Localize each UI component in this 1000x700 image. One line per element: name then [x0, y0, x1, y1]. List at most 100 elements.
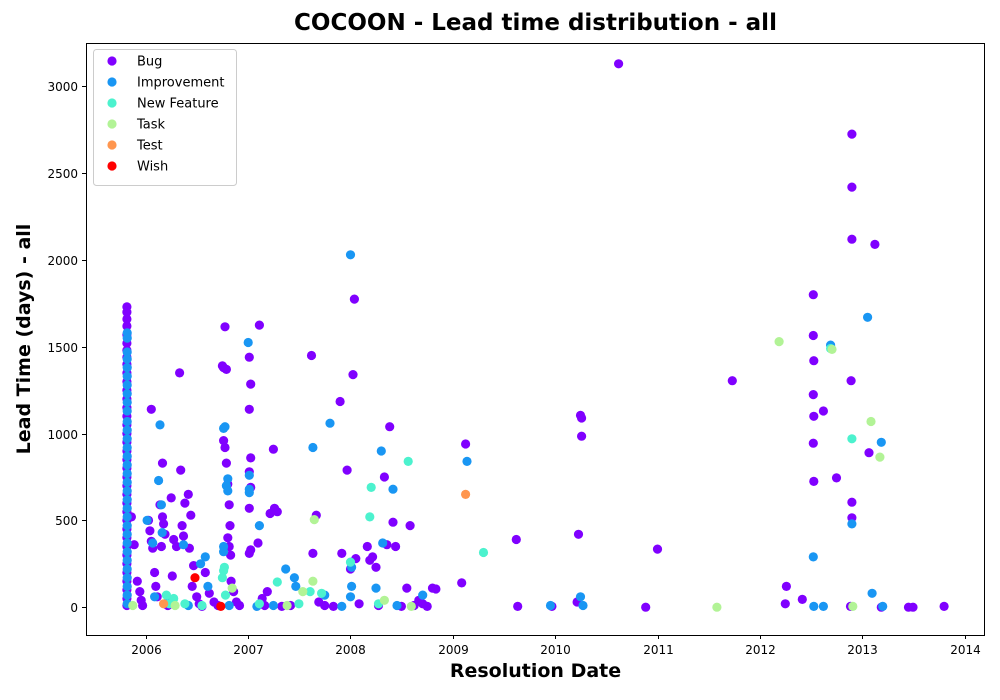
point-improvement [122, 590, 132, 600]
point-bug [166, 493, 176, 503]
point-task [379, 595, 389, 605]
point-improvement [122, 442, 132, 453]
point-bug [847, 129, 857, 139]
x-tick-label: 2013 [847, 643, 878, 657]
point-bug [225, 521, 235, 531]
point-improvement [345, 592, 356, 602]
point-improvement [122, 371, 132, 381]
point-improvement [122, 460, 132, 470]
point-improvement [876, 437, 886, 447]
point-bug [402, 583, 412, 593]
point-bug [223, 533, 233, 543]
point-bug [652, 544, 663, 554]
point-bug [846, 376, 856, 386]
point-bug [847, 234, 857, 244]
chart-title: COCOON - Lead time distribution - all [294, 10, 777, 36]
point-bug [183, 489, 193, 499]
point-improvement [392, 600, 402, 611]
point-improvement [223, 474, 233, 484]
point-bug [244, 503, 254, 513]
point-task [875, 452, 885, 462]
legend-marker-test [107, 140, 117, 150]
point-task [866, 416, 876, 427]
point-bug [727, 376, 737, 386]
x-tick-label: 2010 [540, 643, 571, 657]
point-test [159, 599, 169, 609]
point-bug [157, 458, 168, 468]
point-bug [371, 562, 381, 572]
point-improvement [122, 416, 132, 427]
point-bug [809, 356, 819, 366]
point-improvement [122, 486, 132, 496]
point-bug [171, 541, 182, 552]
point-bug [847, 497, 857, 507]
x-axis-ticks: 2006 2007 2008 2009 2010 2011 2012 2013 2014 [131, 635, 981, 657]
point-task [309, 515, 319, 525]
legend-label-bug: Bug [137, 55, 162, 70]
point-bug [220, 442, 230, 453]
legend-marker-new-feature [107, 98, 117, 108]
point-bug [809, 411, 819, 421]
point-bug [797, 594, 807, 605]
point-bug [187, 581, 197, 592]
point-bug [870, 239, 880, 249]
point-improvement [122, 503, 132, 513]
point-bug [129, 540, 139, 550]
point-wish [216, 601, 226, 612]
point-improvement [122, 363, 132, 373]
point-bug [224, 500, 234, 510]
legend-marker-bug [107, 56, 117, 66]
point-new-feature [478, 547, 489, 558]
point-improvement [545, 600, 556, 611]
point-bug [335, 396, 345, 407]
point-improvement [388, 484, 398, 494]
point-new-feature [305, 587, 315, 597]
point-improvement [122, 347, 132, 357]
point-bug [135, 587, 145, 597]
point-bug [151, 581, 161, 592]
point-bug [138, 600, 148, 611]
y-tick-label: 2500 [47, 167, 78, 181]
point-new-feature [365, 512, 375, 522]
point-bug [379, 472, 389, 482]
point-bug [368, 552, 378, 562]
point-improvement [268, 600, 278, 611]
point-task [170, 600, 180, 611]
point-bug [145, 526, 155, 536]
point-bug [176, 465, 186, 475]
point-improvement [224, 600, 234, 611]
point-bug [254, 320, 264, 330]
point-improvement [281, 564, 291, 574]
point-bug [431, 584, 441, 594]
point-improvement [122, 397, 132, 407]
point-improvement [150, 592, 160, 602]
plot-frame [86, 43, 985, 636]
points-layer [122, 59, 949, 612]
point-improvement [122, 538, 132, 548]
point-bug [221, 364, 231, 374]
legend-marker-improvement [107, 77, 117, 87]
point-improvement [196, 559, 206, 569]
y-tick-label: 0 [70, 601, 78, 615]
point-bug [167, 571, 177, 581]
point-bug [150, 567, 160, 578]
point-bug [457, 578, 467, 588]
point-task [128, 600, 138, 611]
point-improvement [203, 581, 213, 592]
point-new-feature [345, 557, 356, 567]
point-bug [388, 517, 398, 527]
point-improvement [289, 573, 299, 583]
point-bug [809, 476, 819, 486]
point-bug [306, 350, 317, 361]
point-wish [190, 573, 200, 583]
legend: Bug Improvement New Feature Task Test Wish [93, 49, 237, 186]
point-improvement [122, 564, 132, 574]
point-bug [908, 602, 918, 612]
point-improvement [243, 337, 253, 348]
y-tick-label: 500 [55, 514, 78, 528]
point-bug [122, 307, 132, 317]
point-bug [577, 431, 587, 441]
point-task [298, 587, 308, 597]
point-improvement [863, 312, 873, 322]
point-bug [122, 321, 132, 331]
